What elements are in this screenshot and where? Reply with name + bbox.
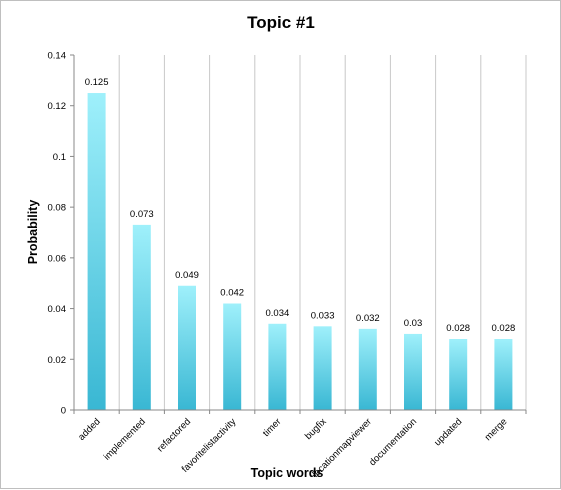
bar (178, 285, 196, 410)
bar (404, 333, 422, 410)
data-label: 0.033 (311, 310, 335, 321)
x-tick-label: updated (432, 416, 464, 448)
x-tick-label: timer (261, 416, 284, 439)
x-tick-label: implemented (102, 416, 148, 462)
y-tick-label: 0.06 (48, 253, 67, 264)
y-tick-label: 0.1 (53, 152, 66, 163)
y-tick-label: 0.12 (48, 101, 67, 112)
bar (223, 303, 242, 410)
data-label: 0.034 (266, 308, 290, 319)
y-tick-label: 0.02 (48, 355, 67, 366)
x-tick-label: added (76, 416, 102, 442)
bar (132, 224, 151, 410)
data-label: 0.125 (85, 77, 109, 88)
y-tick-label: 0.14 (48, 51, 67, 62)
data-label: 0.028 (492, 323, 516, 334)
x-tick-label: refactored (155, 416, 193, 454)
bar (358, 328, 377, 410)
x-tick-label: merge (483, 416, 510, 443)
x-axis-title: Topic words (251, 466, 324, 480)
axes (70, 54, 527, 414)
bar (87, 93, 106, 411)
data-labels: 0.125 0.073 0.049 0.042 0.034 0.033 0.032 0.03 0… (85, 77, 516, 334)
x-tick-label: bugfix (303, 416, 329, 442)
data-label: 0.028 (446, 323, 470, 334)
bar (494, 339, 513, 410)
y-tick-label: 0.08 (48, 203, 67, 214)
x-tick-label: documentation (367, 416, 419, 468)
bar (268, 323, 287, 410)
y-axis-title: Probability (26, 200, 40, 265)
grid-lines (118, 55, 527, 410)
bars (87, 93, 513, 411)
y-tick-labels: 0 0.02 0.04 0.06 0.08 0.1 0.12 0.14 (48, 51, 67, 417)
bar (449, 339, 468, 410)
data-label: 0.042 (220, 288, 244, 299)
y-tick-label: 0.04 (48, 304, 67, 315)
bar (313, 326, 332, 410)
data-label: 0.03 (404, 318, 423, 329)
data-label: 0.049 (175, 270, 199, 281)
data-label: 0.073 (130, 209, 154, 220)
data-label: 0.032 (356, 313, 380, 324)
y-tick-label: 0 (61, 406, 66, 417)
chart-title: Topic #1 (247, 13, 315, 32)
